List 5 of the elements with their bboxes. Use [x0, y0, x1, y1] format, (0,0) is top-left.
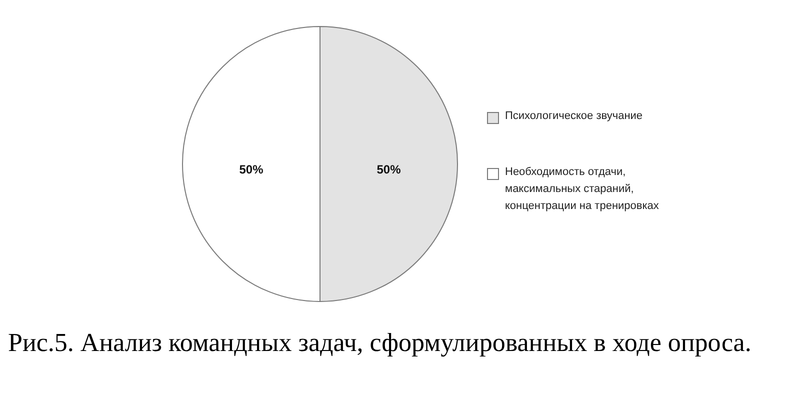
legend-label: Психологическое звучание: [505, 109, 643, 124]
data-label: 50%: [376, 162, 402, 176]
legend-label: Необходимость отдачи, максимальных стараний, концентрации на тренировках: [505, 165, 660, 214]
data-label: 50%: [239, 162, 264, 176]
text: Рис.5. Анализ командных задач, сформулированных в ходе опроса.: [7, 328, 752, 358]
